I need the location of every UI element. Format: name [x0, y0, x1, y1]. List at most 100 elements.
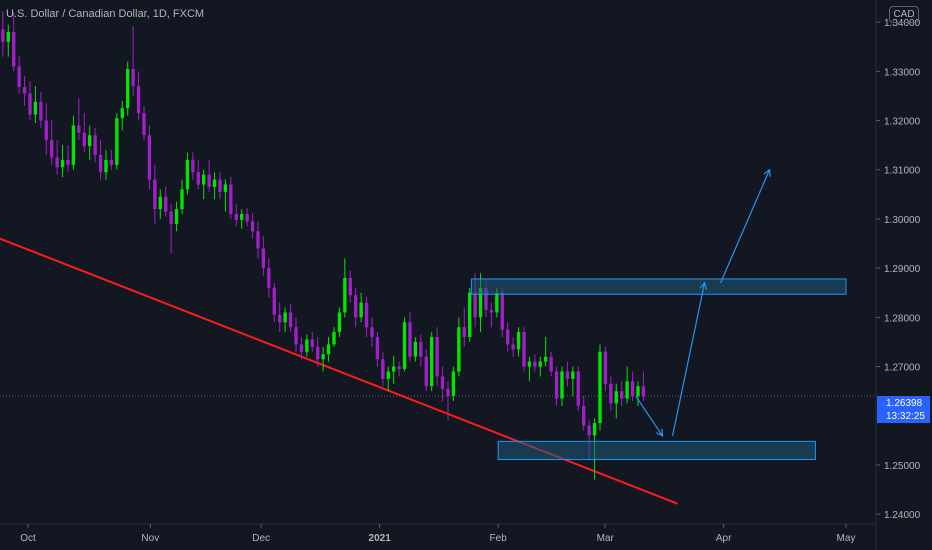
candle-up: [180, 189, 184, 210]
candle-down: [397, 366, 401, 370]
candle-down: [419, 341, 423, 357]
candle-up: [457, 327, 461, 372]
candle-down: [153, 179, 157, 210]
candle-up: [592, 423, 597, 436]
candle-down: [229, 184, 233, 215]
candle-up: [104, 159, 108, 173]
y-tick-label: 1.28000: [884, 313, 921, 324]
descending-trendline: [0, 237, 679, 505]
candle-down: [630, 381, 635, 397]
last-price-value: 1.26398: [886, 398, 923, 409]
candle-down: [522, 332, 526, 367]
candle-up: [451, 371, 456, 397]
candle-down: [348, 277, 352, 296]
candle-up: [402, 322, 407, 370]
candle-down: [435, 337, 439, 377]
candle-down: [191, 159, 195, 173]
candle-up: [174, 209, 179, 224]
candle-down: [136, 86, 141, 114]
candle-down: [147, 135, 152, 180]
candle-down: [82, 132, 86, 147]
candle-up: [516, 332, 521, 350]
x-tick-label: Apr: [716, 533, 732, 544]
candle-up: [321, 354, 325, 360]
y-tick-label: 1.34000: [884, 18, 921, 29]
candle-down: [576, 371, 580, 406]
candle-down: [533, 361, 537, 367]
arrow-head-down: [656, 428, 664, 437]
candle-up: [386, 371, 390, 379]
candle-down: [500, 292, 504, 330]
y-tick-label: 1.33000: [884, 67, 921, 78]
x-tick-label: Nov: [141, 533, 159, 544]
y-tick-label: 1.31000: [884, 166, 921, 177]
candle-up: [571, 371, 575, 379]
candle-down: [245, 214, 249, 222]
x-tick-label: Feb: [490, 533, 508, 544]
candle-down: [484, 287, 488, 310]
y-tick-label: 1.29000: [884, 264, 921, 275]
candle-down: [93, 135, 97, 155]
candle-down: [44, 120, 48, 141]
y-tick-label: 1.25000: [884, 461, 921, 472]
x-tick-label: May: [837, 533, 856, 544]
candle-up: [413, 341, 418, 357]
candle-down: [582, 405, 586, 426]
y-tick-label: 1.30000: [884, 215, 921, 226]
candle-down: [408, 322, 412, 357]
candle-up: [392, 366, 396, 372]
candle-down: [310, 339, 314, 347]
candle-up: [305, 339, 309, 352]
projection-arrow-up-2: [720, 169, 771, 284]
candle-down: [66, 159, 70, 165]
x-tick-label: Mar: [597, 533, 615, 544]
zones-layer: [470, 278, 847, 461]
candle-down: [131, 68, 135, 87]
candle-down: [98, 154, 103, 173]
candle-down: [207, 174, 211, 187]
resistance-zone: [470, 278, 847, 295]
candle-up: [212, 179, 217, 187]
candle-up: [126, 68, 130, 109]
candle-down: [462, 327, 466, 338]
candle-up: [359, 302, 363, 318]
candle-down: [256, 231, 260, 249]
candle-up: [326, 344, 331, 355]
candle-up: [544, 356, 548, 362]
currency-selector-button[interactable]: CAD: [889, 6, 919, 23]
candle-down: [28, 93, 32, 115]
candle-up: [527, 361, 532, 367]
candle-up: [60, 159, 65, 168]
candle-down: [424, 356, 428, 387]
candle-down: [641, 386, 646, 397]
candle-up: [332, 332, 336, 345]
candle-down: [299, 344, 304, 352]
candle-down: [549, 356, 553, 372]
candle-down: [511, 344, 515, 350]
candle-down: [587, 425, 591, 436]
arrow-head-up-1: [699, 281, 708, 290]
candle-up: [71, 125, 76, 165]
symbol-title: U.S. Dollar / Canadian Dollar, 1D, FXCM: [6, 8, 205, 20]
candle-up: [625, 381, 629, 399]
candle-up: [598, 351, 602, 424]
last-price-tag: 1.26398 13:32:25: [877, 396, 930, 423]
candle-up: [478, 287, 483, 318]
candle-down: [506, 329, 510, 345]
candle-up: [283, 312, 287, 323]
candle-down: [565, 371, 570, 379]
candle-down: [169, 211, 173, 224]
candle-down: [250, 221, 255, 232]
candles-layer: [1, 11, 646, 480]
candle-down: [142, 113, 146, 136]
candle-up: [120, 108, 124, 119]
candle-down: [440, 376, 445, 389]
support-zone: [497, 440, 816, 461]
candle-up: [33, 101, 38, 115]
projection-layer: [635, 168, 771, 437]
candle-down: [109, 159, 114, 165]
candle-up: [202, 174, 206, 185]
projection-arrow-up-1: [671, 282, 706, 437]
